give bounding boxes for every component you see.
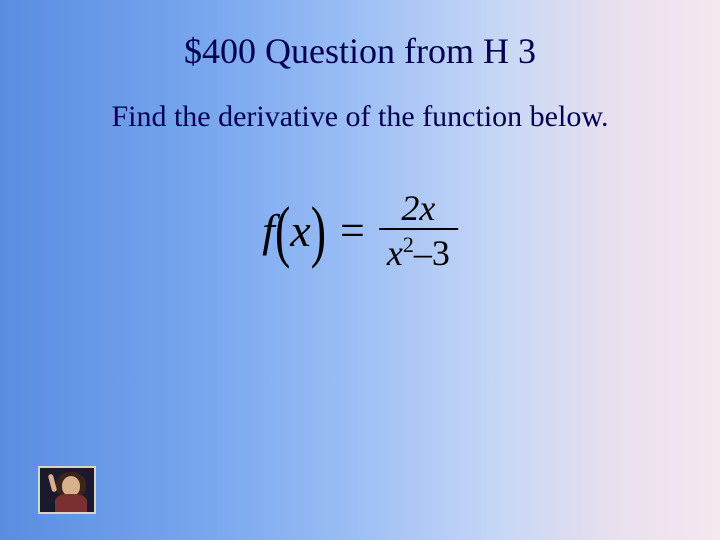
denom-const: 3 [432,233,450,273]
slide-title: $400 Question from H 3 [0,30,720,72]
equation-denominator: x2–3 [379,228,458,271]
equation-fraction: 2x x2–3 [379,190,458,271]
denom-var: x [387,233,403,273]
avatar-body [55,494,87,512]
denom-exp: 2 [403,232,414,257]
equation-x: x [290,205,310,256]
equation-equals: = [340,205,365,256]
equation-open-paren: ( [275,191,290,271]
slide: $400 Question from H 3 Find the derivati… [0,0,720,540]
equation-close-paren: ) [311,191,326,271]
denom-minus: – [414,233,432,273]
equation-lhs: f(x) [262,204,326,257]
equation-f: f [262,205,275,256]
equation: f(x) = 2x x2–3 [262,190,458,271]
avatar-head [62,476,80,496]
slide-instruction: Find the derivative of the function belo… [0,100,720,134]
avatar-icon[interactable] [38,466,96,514]
equation-numerator: 2x [393,190,443,228]
